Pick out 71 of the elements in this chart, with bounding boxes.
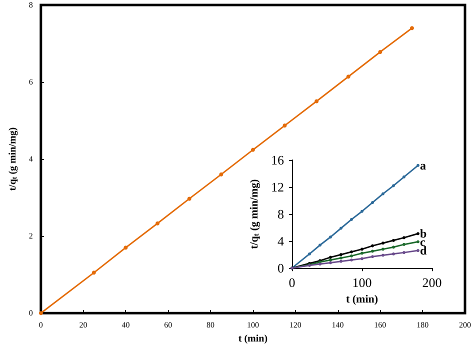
y-tick-label: 8 — [278, 206, 284, 222]
point — [340, 253, 342, 256]
point — [392, 252, 395, 256]
point — [219, 172, 224, 176]
point — [392, 246, 395, 249]
point — [340, 226, 342, 230]
y-tick-label: 0 — [28, 308, 33, 318]
point — [250, 148, 255, 152]
point — [416, 232, 420, 236]
point — [371, 255, 374, 258]
x-tick-label: 200 — [422, 275, 442, 290]
x-tick-label: 80 — [206, 320, 215, 330]
point — [371, 244, 374, 248]
point — [156, 221, 160, 226]
point — [382, 242, 384, 245]
x-axis-title: t (min) — [238, 334, 268, 344]
x-tick-label: 40 — [122, 320, 130, 330]
point — [187, 196, 192, 201]
point — [124, 246, 128, 250]
point — [382, 248, 384, 251]
point — [416, 240, 420, 244]
x-tick-label: 100 — [246, 320, 259, 330]
point — [402, 236, 406, 240]
x-tick-label: 20 — [79, 320, 88, 330]
x-tick-label: 120 — [289, 320, 302, 330]
x-tick-label: 0 — [288, 275, 296, 290]
point — [350, 254, 353, 258]
point — [402, 175, 406, 178]
point — [360, 257, 364, 260]
point — [329, 256, 332, 259]
point — [318, 244, 322, 247]
point — [392, 184, 395, 188]
x-tick-label: 200 — [459, 320, 471, 330]
point — [329, 261, 332, 264]
point — [402, 251, 406, 254]
point — [402, 242, 406, 246]
point — [314, 99, 319, 104]
point — [282, 124, 287, 128]
x-tick-label: 140 — [332, 320, 344, 330]
y-tick-label: 8 — [28, 0, 33, 10]
point — [360, 210, 364, 213]
point — [92, 270, 96, 275]
point — [416, 164, 420, 167]
series-label: a — [420, 158, 426, 172]
y-tick-label: 0 — [278, 260, 284, 276]
x-tick-label: 0 — [38, 320, 43, 330]
point — [308, 252, 311, 256]
point — [340, 260, 342, 263]
point — [410, 26, 414, 30]
point — [371, 201, 374, 204]
point — [350, 250, 353, 254]
point — [360, 248, 364, 251]
y-tick-label: 4 — [28, 154, 33, 164]
point — [360, 252, 364, 255]
x-tick-label: 160 — [374, 320, 386, 330]
point — [378, 50, 382, 54]
x-tick-label: 180 — [416, 320, 429, 330]
x-tick-label: 60 — [164, 320, 172, 330]
x-tick-label: 100 — [352, 275, 372, 290]
point — [392, 238, 395, 242]
y-tick-label: 2 — [28, 232, 33, 241]
y-tick-label: 6 — [28, 78, 33, 87]
line-series — [290, 249, 420, 270]
y-tick-label: 12 — [271, 180, 284, 195]
y-tick-label: 16 — [271, 152, 284, 168]
y-tick-label: 4 — [278, 234, 284, 249]
point — [371, 250, 374, 253]
point — [346, 74, 350, 79]
point — [382, 254, 384, 257]
point — [382, 192, 384, 196]
x-axis-title: t (min) — [346, 294, 378, 306]
